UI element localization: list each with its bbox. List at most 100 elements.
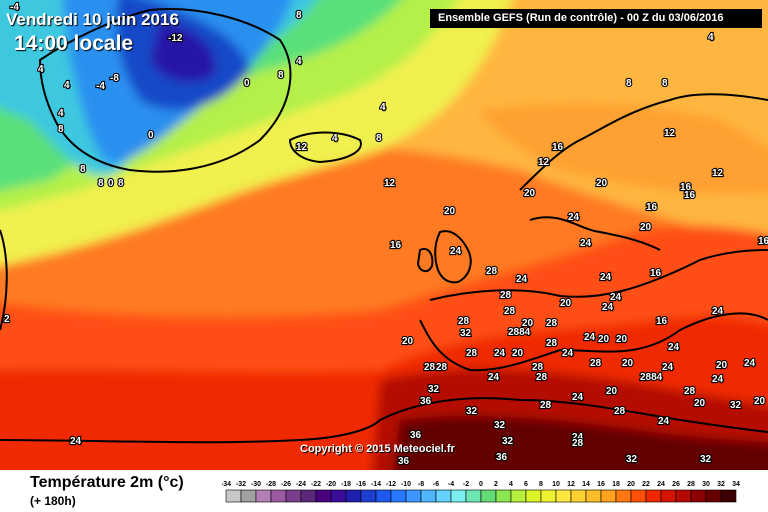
temperature-map: -4 -12 -8 -4 0 8 4 8 4 4 0 4 8 8 8 0 8 4 4 12 8 4 8 8 12 16 12 12 20…	[0, 0, 768, 470]
temperature-label: 28	[504, 306, 516, 317]
temperature-label: -4	[96, 81, 105, 92]
scale-tick-label: 12	[567, 481, 575, 488]
temperature-label: 24	[450, 246, 462, 257]
temperature-label: 24	[572, 392, 584, 403]
temperature-label: 20	[622, 358, 634, 369]
temperature-label: 4	[38, 64, 44, 75]
scale-swatch	[375, 489, 392, 503]
scale-swatch	[360, 489, 377, 503]
land-contours	[0, 8, 768, 444]
africa-coast	[379, 397, 768, 433]
temperature-label: 28	[546, 318, 558, 329]
scale-tick-label: 14	[582, 481, 590, 488]
scale-swatch	[690, 489, 707, 503]
temperature-label: 24	[712, 306, 724, 317]
temperature-label: 24	[580, 238, 592, 249]
scale-tick-label: -16	[356, 481, 366, 488]
ireland-outline	[416, 248, 434, 272]
scale-tick-label: -30	[251, 481, 261, 488]
west-africa-line	[0, 419, 381, 444]
temperature-label: -12	[168, 33, 183, 44]
temperature-label: 4	[332, 133, 338, 144]
temperature-label: 28	[486, 266, 498, 277]
temperature-label: 8	[58, 124, 64, 135]
temperature-label: 28	[590, 358, 602, 369]
temperature-label: 4	[64, 80, 70, 91]
scale-swatch	[585, 489, 602, 503]
temperature-label: 4	[296, 56, 302, 67]
temperature-label: 32	[502, 436, 514, 447]
temperature-label: 20	[524, 188, 536, 199]
scale-tick-label: -10	[401, 481, 411, 488]
scale-swatch	[435, 489, 452, 503]
temperature-label: 36	[398, 456, 410, 467]
temperature-label: -8	[110, 73, 119, 84]
temperature-label: 24	[584, 332, 596, 343]
temperature-label: 2884	[508, 327, 531, 338]
temperature-label: 8	[376, 133, 382, 144]
temperature-label: 32	[466, 406, 478, 417]
temperature-label: 20	[716, 360, 728, 371]
america-coast	[0, 229, 8, 331]
scale-swatch	[465, 489, 482, 503]
scale-swatch	[600, 489, 617, 503]
iceland-outline	[288, 131, 362, 164]
scale-swatch	[420, 489, 437, 503]
temperature-label: 4	[380, 102, 386, 113]
scale-tick-label: -22	[311, 481, 321, 488]
scale-tick-label: 10	[552, 481, 560, 488]
temperature-label: 16	[646, 202, 658, 213]
scale-tick-label: 28	[687, 481, 695, 488]
temperature-label: 4	[58, 108, 64, 119]
britain-outline	[434, 230, 472, 284]
scale-tick-label: -8	[418, 481, 424, 488]
scale-swatch	[270, 489, 287, 503]
forecast-date: Vendredi 10 juin 2016	[6, 10, 179, 29]
temperature-label: 28	[536, 372, 548, 383]
color-scale: -34-32-30-28-26-24-22-20-18-16-14-12-10-…	[222, 481, 740, 503]
scale-tick-label: 24	[657, 481, 665, 488]
scale-swatch	[630, 489, 647, 503]
scale-swatch	[570, 489, 587, 503]
temperature-label: 28	[532, 362, 544, 373]
temperature-label: 24	[562, 348, 574, 359]
temperature-field	[0, 0, 768, 470]
temperature-label: 32	[460, 328, 472, 339]
temperature-label: 20	[596, 178, 608, 189]
legend-subtitle: (+ 180h)	[30, 494, 76, 508]
temperature-label: 16	[552, 142, 564, 153]
temperature-label: 20	[444, 206, 456, 217]
temperature-label: 8	[296, 10, 302, 21]
temperature-label: 28	[466, 348, 478, 359]
temperature-label: 16	[390, 240, 402, 251]
temperature-label: 32	[700, 454, 712, 465]
scale-tick-label: 2	[494, 481, 498, 488]
scale-tick-label: 32	[717, 481, 725, 488]
scale-tick-label: 22	[642, 481, 650, 488]
temperature-label: 0	[244, 78, 250, 89]
temperature-label: 20	[598, 334, 610, 345]
scale-tick-label: 6	[524, 481, 528, 488]
temperature-label: 4	[708, 32, 714, 43]
scale-tick-label: -4	[448, 481, 454, 488]
legend-title: Température 2m (°c)	[30, 474, 184, 491]
scale-tick-label: 18	[612, 481, 620, 488]
scale-tick-label: -32	[236, 481, 246, 488]
temperature-label: 24	[668, 342, 680, 353]
temperature-label: 28	[436, 362, 448, 373]
temperature-label: 24	[662, 362, 674, 373]
temperature-label: 12	[538, 157, 550, 168]
scale-swatch	[720, 489, 737, 503]
scale-tick-label: 16	[597, 481, 605, 488]
temperature-label: 32	[626, 454, 638, 465]
temperature-label: 24	[600, 272, 612, 283]
temperature-label: 20	[402, 336, 414, 347]
temperature-label: 24	[494, 348, 506, 359]
scale-tick-label: -18	[341, 481, 351, 488]
scale-swatch	[660, 489, 677, 503]
scale-tick-label: 4	[509, 481, 513, 488]
scale-swatch	[555, 489, 572, 503]
copyright-notice: Copyright © 2015 Meteociel.fr	[300, 443, 455, 455]
temperature-label: 28	[424, 362, 436, 373]
baltic-outline	[529, 216, 661, 251]
